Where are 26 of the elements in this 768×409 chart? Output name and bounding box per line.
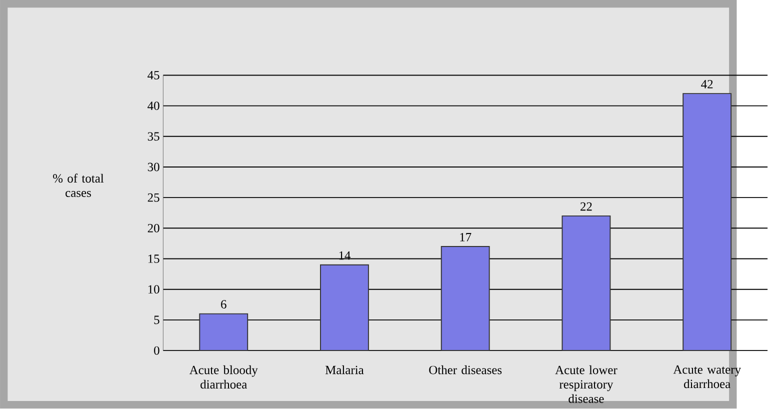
y-tick-label: 15 [148, 254, 160, 264]
y-tick-label: 35 [148, 132, 160, 141]
x-tick-label: Other diseases [429, 366, 502, 374]
bar [440, 246, 490, 352]
data-label: 14 [339, 252, 351, 260]
bar [562, 216, 611, 352]
bar [199, 314, 248, 352]
y-tick-label: 30 [148, 162, 160, 172]
x-tick-label: Acute lower respiratory disease [555, 366, 618, 404]
y-tick-label: 0 [154, 346, 160, 355]
y-tick-label: 20 [148, 224, 160, 233]
x-tick-label: Acute watery diarrhoea [673, 366, 741, 388]
y-axis-title: % of total cases [53, 174, 104, 198]
y-tick-label: 45 [148, 71, 160, 80]
bar [682, 93, 732, 352]
data-label: 6 [221, 300, 226, 309]
data-label: 17 [460, 233, 472, 242]
y-tick-label: 25 [148, 194, 160, 202]
bar [320, 264, 369, 352]
data-label: 22 [580, 202, 592, 211]
x-tick-label: Acute bloody diarrhoea [189, 366, 258, 389]
y-tick-label: 10 [148, 285, 160, 294]
x-tick-label: Malaria [325, 366, 364, 374]
data-label: 42 [701, 80, 713, 88]
y-tick-label: 40 [148, 102, 160, 110]
y-tick-label: 5 [154, 316, 160, 324]
